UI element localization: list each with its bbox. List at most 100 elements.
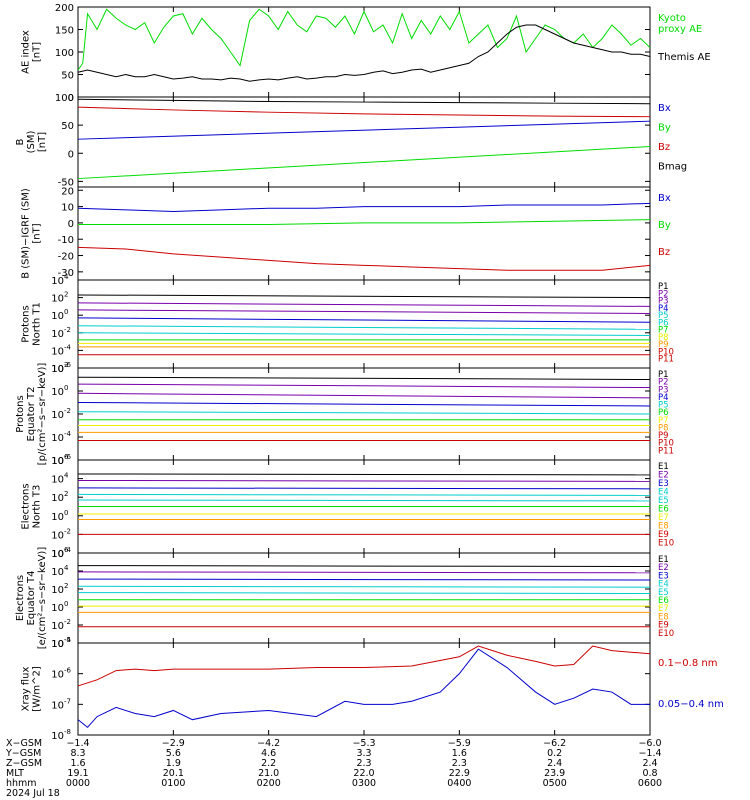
x-row-label: X−GSM xyxy=(6,738,42,749)
x-column-value: 0500 xyxy=(543,778,567,789)
series-line-0-1-0-8-nm xyxy=(77,645,651,687)
y-tick-label: -20 xyxy=(58,252,74,263)
y-tick-label: 10 xyxy=(51,456,64,467)
y-tick-label: 10 xyxy=(51,433,64,444)
legend-label: P4 xyxy=(658,393,669,403)
x-column-value: 22.0 xyxy=(353,768,374,779)
y-tick-label: 10 xyxy=(51,456,64,467)
y-tick-label: 10 xyxy=(51,364,64,375)
legend-label: E2 xyxy=(658,471,669,481)
y-tick-label: 10 xyxy=(51,276,64,287)
y-tick-exponent: 2 xyxy=(64,582,68,590)
legend-label: P9 xyxy=(658,431,669,441)
x-column-value: 0200 xyxy=(257,778,281,789)
legend-label: E7 xyxy=(658,604,669,614)
y-axis-label: Xray flux xyxy=(21,667,32,712)
y-axis-label: (SM) xyxy=(26,131,37,154)
legend-label: 0.1−0.8 nm xyxy=(658,658,717,669)
y-axis-label: [W/m^2] xyxy=(32,666,43,712)
x-column-value: 22.9 xyxy=(449,768,470,779)
x-column-value: 2.4 xyxy=(547,758,562,769)
legend-label: E9 xyxy=(658,621,669,631)
legend-label: P2 xyxy=(658,378,669,388)
series-line-p5 xyxy=(77,325,651,330)
series-line-p2 xyxy=(77,302,651,307)
y-axis-label: [nT] xyxy=(32,223,43,243)
series-line-e3 xyxy=(77,487,651,490)
legend-label: E3 xyxy=(658,571,669,581)
y-tick-label: 10 xyxy=(51,549,64,560)
y-tick-label: 10 xyxy=(51,549,64,560)
series-line-e5 xyxy=(77,592,651,594)
y-tick-exponent: 4 xyxy=(64,273,69,281)
legend-label: P3 xyxy=(658,385,669,395)
x-column-value: 1.6 xyxy=(70,758,85,769)
y-tick-exponent: 4 xyxy=(64,564,69,572)
y-tick-exponent: -2 xyxy=(64,407,71,415)
y-tick-label: 10 xyxy=(51,731,64,742)
y-tick-label: 10 xyxy=(51,700,64,711)
legend-label: P3 xyxy=(658,297,669,307)
y-tick-label: 10 xyxy=(51,639,64,650)
y-tick-exponent: -8 xyxy=(64,728,71,736)
x-column-value: 2.3 xyxy=(452,758,467,769)
y-axis-label: [e/(cm²−s−sr−keV)] xyxy=(37,547,48,650)
x-column-value: 5.6 xyxy=(166,748,181,759)
legend-label: E4 xyxy=(658,580,669,590)
y-axis-label: Electrons xyxy=(21,483,32,529)
y-tick-label: -10 xyxy=(58,235,74,246)
y-tick-exponent: -6 xyxy=(64,361,72,369)
x-row-label: hhmm xyxy=(6,778,37,789)
y-tick-label: 10 xyxy=(51,410,64,421)
x-column-value: 0600 xyxy=(638,778,662,789)
y-tick-label: 10 xyxy=(51,621,64,632)
series-line-e1 xyxy=(77,473,651,476)
legend-label: E5 xyxy=(658,496,669,506)
y-axis-label: Protons xyxy=(21,305,32,342)
x-column-value: 3.3 xyxy=(356,748,371,759)
x-column-value: −2.9 xyxy=(162,738,185,749)
legend-label: E7 xyxy=(658,513,669,523)
y-tick-label: 10 xyxy=(51,387,64,398)
legend-label: Bz xyxy=(658,142,670,153)
series-line-p2 xyxy=(77,383,651,389)
y-tick-label: 10 xyxy=(51,585,64,596)
x-column-value: 20.1 xyxy=(163,768,184,779)
legend-label: P5 xyxy=(658,401,669,411)
legend-label: P1 xyxy=(658,370,669,380)
y-tick-exponent: 6 xyxy=(64,546,69,554)
legend-label: 0.05−0.4 nm xyxy=(658,699,724,710)
legend-label: P7 xyxy=(658,416,669,426)
y-tick-label: 50 xyxy=(61,121,74,132)
y-tick-label: 150 xyxy=(55,26,74,37)
y-tick-exponent: -4 xyxy=(64,546,72,554)
x-column-value: 0000 xyxy=(66,778,90,789)
series-line-e2 xyxy=(77,479,651,482)
y-tick-label: 10 xyxy=(51,311,64,322)
y-tick-label: 100 xyxy=(55,48,74,59)
y-tick-label: 10 xyxy=(51,603,64,614)
legend-label: Bz xyxy=(658,247,670,258)
panel-3: -30 -20 -10 0 10 20 B (SM)−IGRF (SM) [nT] Bx By Bz xyxy=(21,186,671,281)
series-line-p1 xyxy=(77,376,651,380)
series-line-p4 xyxy=(77,402,651,407)
x-column-value: 0100 xyxy=(161,778,185,789)
legend-label: Kyoto xyxy=(658,13,686,24)
legend-label: E8 xyxy=(658,612,669,622)
legend-label: P1 xyxy=(658,282,669,292)
series-line-e4 xyxy=(77,493,651,496)
y-tick-exponent: 4 xyxy=(64,472,69,480)
legend-label: E1 xyxy=(658,462,669,472)
y-tick-exponent: -6 xyxy=(64,453,72,461)
x-column-value: 0.8 xyxy=(642,768,657,779)
series-line-bmag xyxy=(77,98,651,105)
y-tick-exponent: 2 xyxy=(64,291,68,299)
legend-label: P7 xyxy=(658,326,669,336)
legend-label: P4 xyxy=(658,304,669,314)
legend-label: Bx xyxy=(658,103,671,114)
